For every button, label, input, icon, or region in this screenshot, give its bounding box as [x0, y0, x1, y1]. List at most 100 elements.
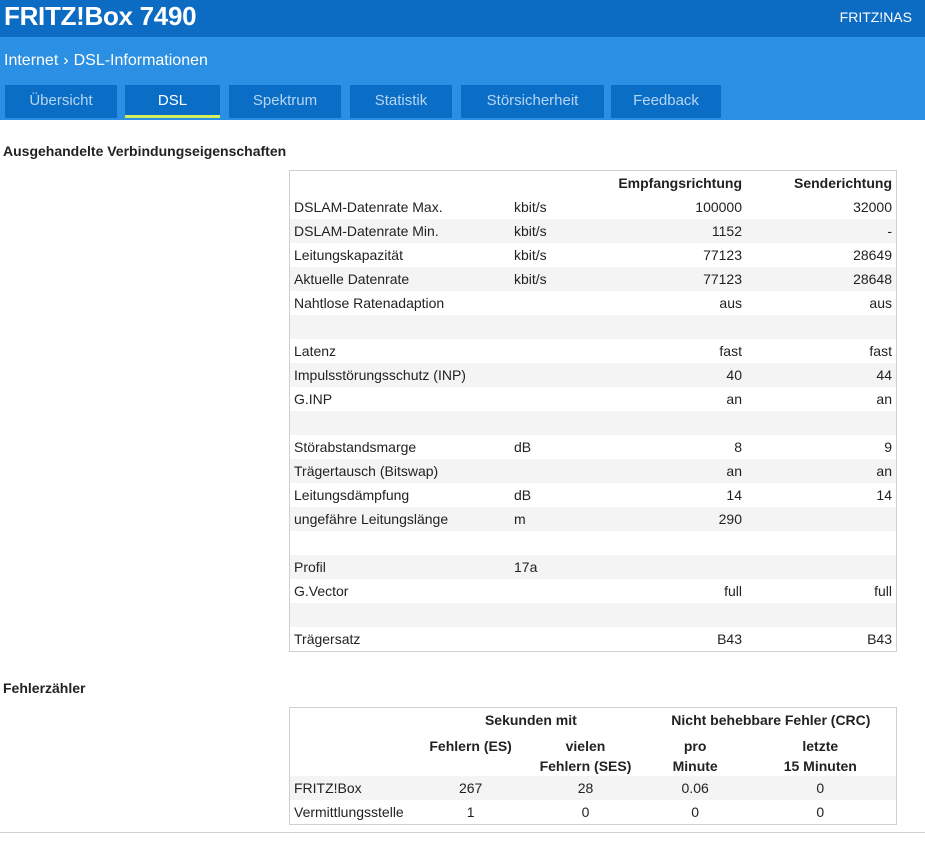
- unit: 17a: [510, 555, 588, 579]
- column-header: Senderichtung: [793, 175, 892, 191]
- data-row: Leitungskapazität kbit/s 77123 28649: [290, 243, 897, 267]
- column-header-row: Fehlern (ES) vielen Fehlern (SES) pro Minu…: [290, 734, 897, 776]
- value: an: [726, 391, 742, 407]
- unit: dB: [514, 487, 532, 503]
- unit: kbit/s: [514, 199, 547, 215]
- value: an: [876, 391, 892, 407]
- unit: [510, 531, 588, 555]
- value: 40: [588, 363, 746, 387]
- value: [588, 411, 746, 435]
- group-header: Sekunden mit: [484, 712, 577, 728]
- data-row: DSLAM-Datenrate Min. kbit/s 1152-: [289, 219, 897, 243]
- value: 28648: [746, 267, 897, 291]
- data-row: Störabstandsmarge dB 8 9: [290, 435, 897, 459]
- row-label: Nahtlose Ratenadaption: [294, 295, 445, 311]
- column-header: vielen Fehlern (SES): [539, 738, 632, 774]
- value: [746, 531, 897, 555]
- unit: [510, 459, 588, 483]
- group-header: Nicht behebbare Fehler (CRC): [671, 712, 871, 728]
- value: 0.06: [645, 776, 745, 800]
- unit: [510, 411, 588, 435]
- data-row: Trägersatz B43 B43: [290, 627, 897, 652]
- data-row: Impulsstörungsschutz (INP) 40 44: [289, 363, 897, 387]
- tab[interactable]: Spektrum: [229, 85, 341, 118]
- column-header: Fehlern (ES): [429, 738, 512, 754]
- row-label: Aktuelle Datenrate: [289, 267, 510, 291]
- row-label: Vermittlungsstelle: [294, 804, 404, 820]
- header-row: Empfangsrichtung Senderichtung: [290, 171, 897, 196]
- value: 77123: [588, 267, 746, 291]
- tab[interactable]: Störsicherheit: [461, 85, 604, 118]
- row-label: G.Vector: [294, 583, 349, 599]
- value: 0: [691, 804, 700, 820]
- value: 267: [416, 776, 526, 800]
- unit: dB: [514, 439, 532, 455]
- tab[interactable]: Feedback: [611, 85, 721, 118]
- value: 0: [744, 776, 897, 800]
- value: -: [746, 219, 897, 243]
- row-label: DSLAM-Datenrate Max.: [294, 199, 443, 215]
- row-label: Leitungsdämpfung: [294, 487, 410, 503]
- error-table: Sekunden mit Nicht behebbare Fehler (CRC…: [289, 707, 897, 825]
- row-label: DSLAM-Datenrate Min.: [289, 219, 510, 243]
- unit: [510, 315, 588, 339]
- value: 14: [876, 487, 892, 503]
- row-label: [289, 603, 510, 627]
- value: aus: [719, 295, 742, 311]
- value: 290: [588, 507, 746, 531]
- device-title: FRITZ!Box 7490: [4, 1, 197, 31]
- spacer-row: [289, 315, 897, 339]
- nas-link[interactable]: FRITZ!NAS: [839, 9, 912, 25]
- unit: [510, 339, 588, 363]
- unit: [510, 291, 588, 315]
- column-header: Empfangsrichtung: [618, 175, 742, 191]
- group-header-row: Sekunden mit Nicht behebbare Fehler (CRC…: [290, 708, 897, 735]
- data-row: ungefähre Leitungslänge m 290: [289, 507, 897, 531]
- unit: kbit/s: [510, 219, 588, 243]
- data-row: Vermittlungsstelle 1 0 0 0: [290, 800, 897, 825]
- data-row: Latenz fast fast: [290, 339, 897, 363]
- row-label: Leitungskapazität: [294, 247, 403, 263]
- section-title: Fehlerzähler: [3, 680, 86, 696]
- value: B43: [717, 631, 742, 647]
- value: 44: [746, 363, 897, 387]
- row-label: [289, 411, 510, 435]
- tab[interactable]: Übersicht: [5, 85, 117, 118]
- breadcrumb-item[interactable]: Internet: [4, 52, 59, 69]
- data-row: FRITZ!Box 267 28 0.06 0: [289, 776, 897, 800]
- data-row: Profil 17a: [289, 555, 897, 579]
- value: aus: [869, 295, 892, 311]
- unit: [510, 579, 588, 603]
- unit: kbit/s: [514, 247, 547, 263]
- value: [746, 603, 897, 627]
- row-label: ungefähre Leitungslänge: [289, 507, 510, 531]
- value: 8: [734, 439, 742, 455]
- value: 14: [726, 487, 742, 503]
- unit: [510, 387, 588, 411]
- value: [746, 507, 897, 531]
- value: 100000: [695, 199, 742, 215]
- row-label: Störabstandsmarge: [294, 439, 417, 455]
- nav-bar: Internet › DSL-Informationen Übersicht DSL S…: [0, 37, 925, 120]
- tab[interactable]: DSL: [125, 85, 220, 118]
- value: 28649: [853, 247, 892, 263]
- value: [746, 411, 897, 435]
- value: 1152: [588, 219, 746, 243]
- value: [746, 315, 897, 339]
- spacer-row: [289, 603, 897, 627]
- value: 32000: [853, 199, 892, 215]
- row-label: Latenz: [294, 343, 337, 359]
- data-row: DSLAM-Datenrate Max. kbit/s 100000 32000: [290, 195, 897, 219]
- value: [588, 603, 746, 627]
- value: an: [588, 459, 746, 483]
- connection-table: Empfangsrichtung Senderichtung DSLAM-Dat…: [289, 170, 897, 652]
- row-label: Trägersatz: [294, 631, 361, 647]
- tab[interactable]: Statistik: [350, 85, 452, 118]
- value: 9: [884, 439, 892, 455]
- row-label: Profil: [289, 555, 510, 579]
- data-row: Nahtlose Ratenadaption aus aus: [290, 291, 897, 315]
- unit: [510, 603, 588, 627]
- column-header: pro Minute: [672, 738, 718, 774]
- value: 77123: [703, 247, 742, 263]
